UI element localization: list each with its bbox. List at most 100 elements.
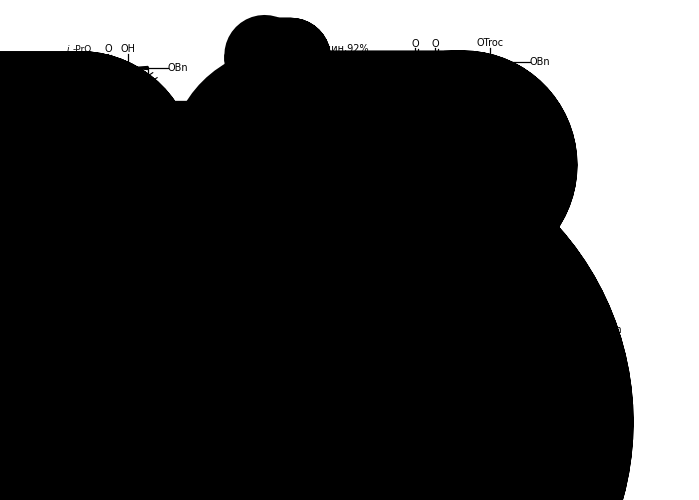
Text: P: P: [319, 313, 325, 323]
Text: -PrO: -PrO: [73, 78, 92, 88]
Text: Десс-Мартина: Десс-Мартина: [463, 156, 537, 166]
Text: P: P: [319, 291, 325, 301]
Text: O: O: [411, 39, 419, 49]
Text: Ph₂: Ph₂: [335, 286, 350, 294]
Text: O: O: [431, 39, 439, 49]
Text: t: t: [20, 155, 24, 165]
Text: t: t: [433, 325, 437, 335]
Text: 32: 32: [113, 98, 127, 110]
Text: 2. $p$-TsOH·H₂O, 76%: 2. $p$-TsOH·H₂O, 76%: [264, 63, 363, 77]
Text: OTroc: OTroc: [545, 308, 572, 318]
Text: OTroc: OTroc: [266, 153, 294, 163]
Text: исходного вещества): исходного вещества): [27, 436, 129, 446]
Text: O: O: [66, 308, 74, 318]
Text: Me: Me: [74, 80, 87, 88]
Text: -BuO: -BuO: [163, 170, 187, 180]
Text: OBn: OBn: [168, 63, 189, 73]
Text: OTroc: OTroc: [252, 398, 280, 408]
Text: Me: Me: [540, 434, 553, 444]
Text: O: O: [454, 308, 462, 318]
Text: OBn: OBn: [323, 170, 344, 180]
Text: OTroc: OTroc: [477, 38, 503, 48]
Text: 51% (77% на основании: 51% (77% на основании: [21, 428, 135, 436]
Text: Me: Me: [120, 344, 133, 354]
Polygon shape: [126, 328, 146, 332]
Text: OH: OH: [192, 158, 208, 168]
Text: Me: Me: [90, 344, 103, 352]
Text: OBn: OBn: [530, 57, 551, 67]
Text: OTES: OTES: [183, 387, 209, 397]
Text: OH: OH: [470, 313, 486, 323]
Text: O: O: [462, 398, 470, 408]
Text: Me: Me: [457, 76, 470, 84]
Text: -BuO: -BuO: [149, 415, 173, 425]
Text: 1. Zn, АсОН/ТГФ, 99%: 1. Zn, АсОН/ТГФ, 99%: [325, 405, 435, 415]
Text: O: O: [216, 153, 224, 163]
Text: t: t: [141, 415, 145, 425]
Text: Me: Me: [224, 188, 238, 198]
Text: Me: Me: [439, 76, 453, 84]
Text: OBn: OBn: [601, 325, 621, 335]
Polygon shape: [260, 174, 280, 176]
Text: Me: Me: [503, 344, 516, 352]
Text: Me: Me: [92, 80, 106, 88]
Text: OTES: OTES: [483, 387, 509, 397]
Text: -BuO: -BuO: [449, 415, 473, 425]
Text: 74%: 74%: [489, 172, 511, 182]
Text: 70: 70: [533, 356, 547, 368]
Polygon shape: [128, 66, 148, 70]
Polygon shape: [546, 418, 566, 422]
Text: O: O: [162, 398, 170, 408]
Text: Me: Me: [239, 434, 252, 444]
Text: H₂, 1200 фунт/кв.дюйм, 80%: H₂, 1200 фунт/кв.дюйм, 80%: [241, 349, 387, 359]
Text: Периодинан: Периодинан: [468, 145, 532, 155]
Text: -BuO: -BuO: [34, 325, 58, 335]
Text: 36: 36: [521, 446, 535, 458]
Text: i: i: [66, 46, 69, 54]
Text: Ph₂: Ph₂: [335, 312, 350, 320]
Text: Me: Me: [520, 344, 534, 352]
Polygon shape: [538, 328, 558, 332]
Text: OBn: OBn: [309, 415, 330, 425]
Text: 2. TBSOTf, 2,6-лутидин: 2. TBSOTf, 2,6-лутидин: [322, 418, 438, 428]
Text: 71: 71: [220, 446, 236, 458]
Text: OH: OH: [120, 44, 136, 54]
Text: O: O: [48, 308, 56, 318]
Text: Me: Me: [210, 434, 224, 442]
Text: O: O: [502, 398, 510, 408]
Text: OTBS: OTBS: [553, 398, 579, 408]
Text: Me: Me: [229, 434, 242, 442]
Text: Me: Me: [108, 344, 122, 352]
Text: Me: Me: [510, 434, 524, 442]
Text: O: O: [40, 146, 48, 156]
Text: 69: 69: [103, 356, 117, 368]
Text: OBn: OBn: [190, 325, 210, 335]
Text: O: O: [176, 153, 184, 163]
Text: t: t: [155, 170, 159, 180]
Text: Me: Me: [531, 344, 545, 354]
Text: Me: Me: [468, 76, 482, 86]
Text: 1. TroCl, пиридин,92%: 1. TroCl, пиридин,92%: [257, 44, 369, 54]
Text: (10 моль.%): (10 моль.%): [393, 308, 449, 316]
Text: Ru(Cl₂): Ru(Cl₂): [350, 302, 384, 312]
Text: Et₃N: Et₃N: [393, 300, 412, 308]
Polygon shape: [246, 418, 266, 422]
Text: Me: Me: [253, 190, 267, 198]
Text: Me: Me: [141, 80, 154, 90]
Text: O: O: [202, 398, 210, 408]
Text: OTroc: OTroc: [132, 308, 159, 318]
Polygon shape: [475, 60, 490, 64]
Text: -BuO: -BuO: [28, 155, 52, 165]
Text: -BuO: -BuO: [441, 325, 465, 335]
Text: LDA, 80%: LDA, 80%: [87, 153, 134, 163]
Text: O: O: [104, 44, 112, 54]
Text: Me: Me: [243, 188, 256, 198]
Text: H: H: [391, 57, 398, 67]
Text: ]₂: ]₂: [380, 302, 388, 312]
Text: t: t: [26, 325, 30, 335]
Text: Me: Me: [528, 434, 542, 442]
Text: i: i: [66, 78, 69, 88]
Text: OBn: OBn: [609, 415, 630, 425]
Text: 67: 67: [482, 88, 498, 101]
Text: MeOH/HCl: MeOH/HCl: [289, 338, 339, 348]
